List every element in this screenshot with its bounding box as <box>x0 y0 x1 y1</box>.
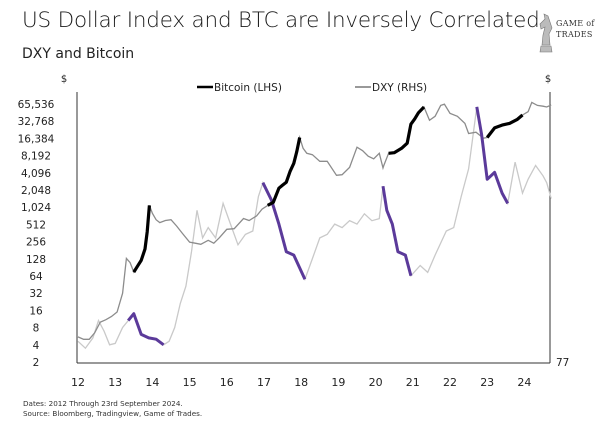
left-tick-label: 512 <box>26 219 46 231</box>
bitcoin-rally-highlight <box>485 113 524 139</box>
footnotes: Dates: 2012 Through 23rd September 2024.… <box>23 399 202 419</box>
bitcoin-rally-highlight <box>388 105 426 155</box>
dates-note: Dates: 2012 Through 23rd September 2024. <box>23 399 183 408</box>
left-tick-label: 8 <box>33 323 40 335</box>
legend-dxy-label: DXY (RHS) <box>372 82 427 94</box>
left-tick-label: 8,192 <box>21 151 51 163</box>
chart-title: US Dollar Index and BTC are Inversely Co… <box>22 8 540 33</box>
x-tick-label: 19 <box>331 376 345 389</box>
x-tick-label: 14 <box>145 376 159 389</box>
dxy-decline-highlight <box>381 185 413 277</box>
chart-subtitle: DXY and Bitcoin <box>22 46 135 62</box>
left-tick-label: 4 <box>33 340 40 352</box>
left-tick-label: 65,536 <box>18 99 55 111</box>
logo-line-2: TRADES <box>556 30 593 39</box>
x-tick-label: 12 <box>71 376 85 389</box>
left-axis-unit: $ <box>61 74 67 85</box>
x-tick-label: 23 <box>480 376 494 389</box>
source-note: Source: Bloomberg, Tradingview, Game of … <box>23 409 203 418</box>
bitcoin-rally-highlight <box>132 205 151 273</box>
x-tick-label: 22 <box>443 376 457 389</box>
legend-bitcoin-label: Bitcoin (LHS) <box>214 82 282 94</box>
game-of-trades-logo: GAME of TRADES <box>536 10 596 54</box>
left-tick-label: 128 <box>26 254 46 266</box>
x-tick-label: 18 <box>294 376 308 389</box>
knight-chess-icon <box>539 13 553 53</box>
left-tick-label: 1,024 <box>21 202 51 214</box>
left-tick-label: 4,096 <box>21 168 51 180</box>
left-tick-label: 16 <box>29 305 43 317</box>
dxy-decline-highlight <box>127 312 165 347</box>
left-tick-label: 256 <box>26 237 46 249</box>
left-tick-label: 32 <box>29 288 42 300</box>
x-tick-label: 24 <box>517 376 531 389</box>
left-tick-label: 2,048 <box>21 185 51 197</box>
x-tick-label: 16 <box>220 376 234 389</box>
left-tick-label: 2 <box>33 357 40 369</box>
left-tick-label: 16,384 <box>18 133 55 145</box>
dxy-decline-highlight <box>261 182 307 280</box>
x-tick-label: 20 <box>369 376 383 389</box>
bitcoin-rally-highlight <box>266 137 302 207</box>
x-tick-label: 15 <box>183 376 197 389</box>
left-tick-label: 64 <box>29 271 43 283</box>
left-tick-label: 32,768 <box>18 116 55 128</box>
right-axis-unit: $ <box>545 74 551 85</box>
x-tick-label: 17 <box>257 376 271 389</box>
x-tick-label: 21 <box>406 376 420 389</box>
x-tick-label: 13 <box>108 376 122 389</box>
logo-line-1: GAME of <box>556 19 595 28</box>
dxy-decline-highlight <box>475 106 510 205</box>
right-tick-label: 77 <box>556 357 569 369</box>
